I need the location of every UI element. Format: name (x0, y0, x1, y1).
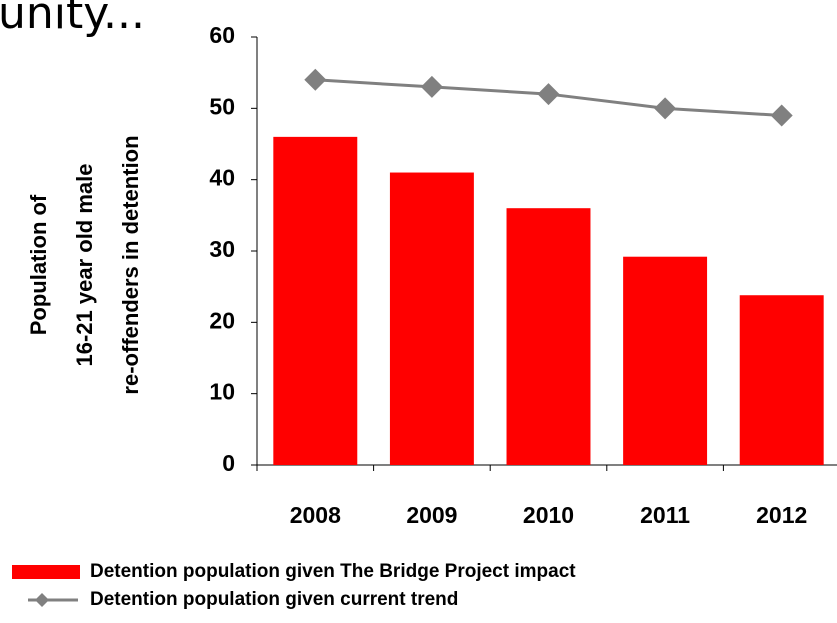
marker (654, 97, 677, 120)
bar (273, 136, 358, 465)
y-axis-label: re-offenders in detention (118, 135, 143, 394)
bar (739, 295, 824, 465)
y-tick-label: 10 (209, 379, 235, 405)
y-tick-label: 40 (209, 165, 235, 191)
legend-swatch (12, 565, 80, 579)
legend-swatch (35, 593, 49, 607)
bar (506, 208, 591, 465)
marker (304, 68, 327, 91)
bar (389, 172, 474, 466)
x-tick-label: 2009 (406, 502, 457, 528)
x-tick-label: 2011 (640, 502, 690, 528)
chart-title: unity... (0, 0, 145, 39)
legend-label: Detention population given The Bridge Pr… (90, 561, 576, 582)
x-tick-label: 2012 (756, 502, 807, 528)
x-tick-label: 2010 (523, 502, 574, 528)
bar (623, 256, 708, 465)
marker (537, 83, 560, 106)
y-tick-label: 60 (209, 22, 235, 48)
y-tick-label: 0 (222, 450, 235, 476)
legend-label: Detention population given current trend (90, 589, 458, 610)
y-axis-label: Population of (26, 194, 51, 335)
y-tick-label: 50 (209, 93, 235, 119)
marker (420, 75, 443, 98)
marker (770, 104, 793, 127)
y-tick-label: 30 (209, 236, 235, 262)
y-tick-label: 20 (209, 307, 235, 333)
y-axis-label: 16-21 year old male (72, 163, 97, 366)
x-tick-label: 2008 (290, 502, 341, 528)
